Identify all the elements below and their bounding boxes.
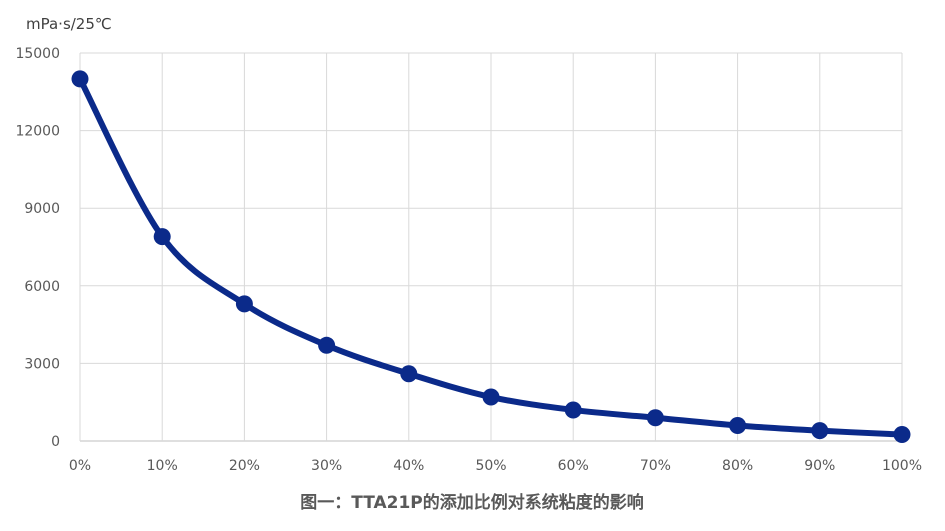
- chart-caption: 图一：TTA21P的添加比例对系统粘度的影响: [300, 492, 644, 513]
- y-tick-label: 12000: [15, 124, 60, 140]
- data-point: [564, 401, 582, 419]
- data-point: [811, 422, 829, 440]
- x-tick-label: 80%: [722, 458, 753, 474]
- viscosity-series-line: [77, 75, 905, 438]
- data-point: [482, 388, 500, 406]
- data-point: [400, 365, 418, 383]
- x-tick-label: 20%: [229, 458, 260, 474]
- data-point: [235, 295, 253, 313]
- x-tick-label: 100%: [882, 458, 922, 474]
- gridlines: [79, 52, 903, 442]
- x-tick-label: 40%: [393, 458, 424, 474]
- y-tick-label: 15000: [15, 46, 60, 62]
- y-axis-unit-label: mPa·s/25℃: [26, 15, 112, 33]
- x-tick-label: 0%: [69, 458, 91, 474]
- x-tick-label: 60%: [558, 458, 589, 474]
- data-point: [646, 409, 664, 427]
- y-tick-label: 9000: [24, 201, 60, 217]
- data-point: [71, 70, 89, 88]
- y-tick-label: 6000: [24, 279, 60, 295]
- y-tick-label: 3000: [24, 356, 60, 372]
- data-points: [71, 70, 911, 444]
- data-point: [893, 426, 911, 444]
- x-tick-label: 50%: [475, 458, 506, 474]
- data-point: [729, 416, 747, 434]
- data-point: [153, 228, 171, 246]
- data-point: [318, 336, 336, 354]
- x-tick-label: 70%: [640, 458, 671, 474]
- x-tick-label: 30%: [311, 458, 342, 474]
- y-axis-ticks: 0 3000 6000 9000 12000 15000: [15, 46, 60, 450]
- x-tick-label: 90%: [804, 458, 835, 474]
- x-tick-label: 10%: [147, 458, 178, 474]
- y-tick-label: 0: [51, 434, 60, 450]
- x-axis-ticks: 0% 10% 20% 30% 40% 50% 60% 70% 80% 90% 100%: [69, 458, 922, 474]
